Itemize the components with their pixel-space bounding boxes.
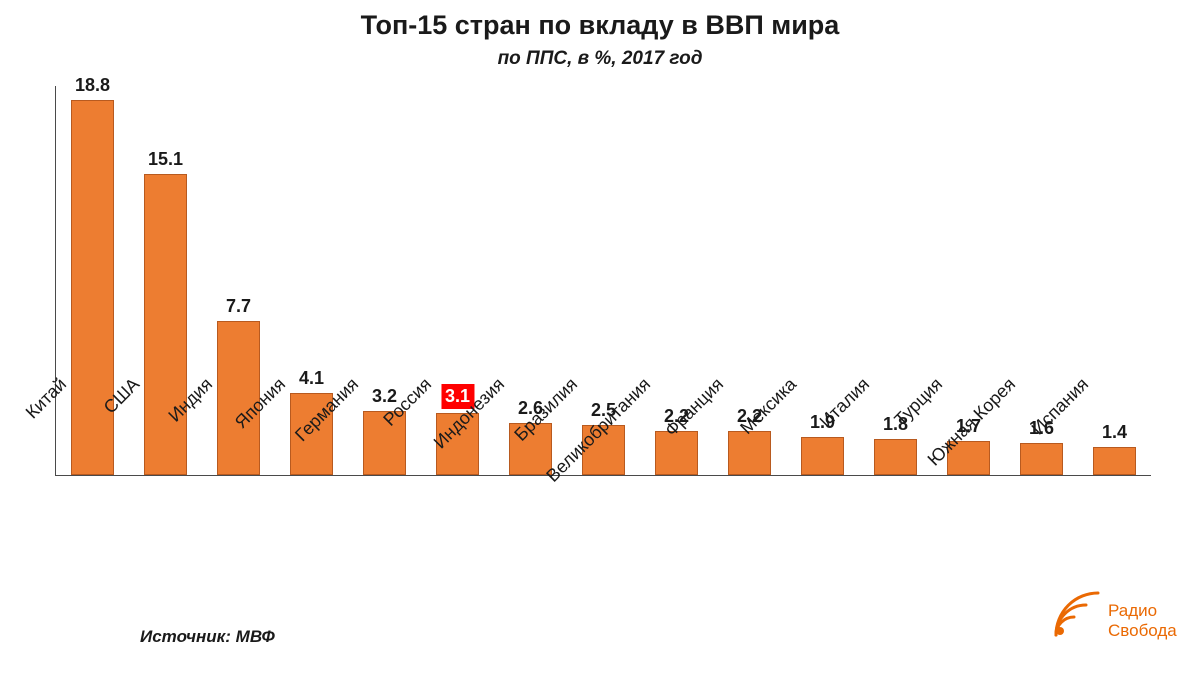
brand-logo-line2: Свобода bbox=[1108, 621, 1177, 641]
page-root: Топ-15 стран по вкладу в ВВП мира по ППС… bbox=[0, 0, 1200, 675]
chart-title: Топ-15 стран по вкладу в ВВП мира bbox=[0, 10, 1200, 41]
chart-subtitle: по ППС, в %, 2017 год bbox=[0, 48, 1200, 70]
brand-logo-line1: Радио bbox=[1108, 601, 1177, 621]
bar-value-label: 7.7 bbox=[199, 296, 279, 317]
x-axis-labels: КитайСШАИндияЯпонияГерманияРоссияИндонез… bbox=[55, 476, 1150, 636]
bar bbox=[1093, 447, 1135, 475]
bar-value-label: 18.8 bbox=[53, 75, 133, 96]
brand-logo-text: Радио Свобода bbox=[1108, 601, 1177, 640]
source-text: Источник: МВФ bbox=[140, 627, 275, 647]
bar-value-label: 1.4 bbox=[1075, 422, 1155, 443]
radio-waves-icon bbox=[1050, 587, 1104, 641]
bar-value-label: 15.1 bbox=[126, 149, 206, 170]
brand-logo: Радио Свобода bbox=[1050, 577, 1180, 655]
